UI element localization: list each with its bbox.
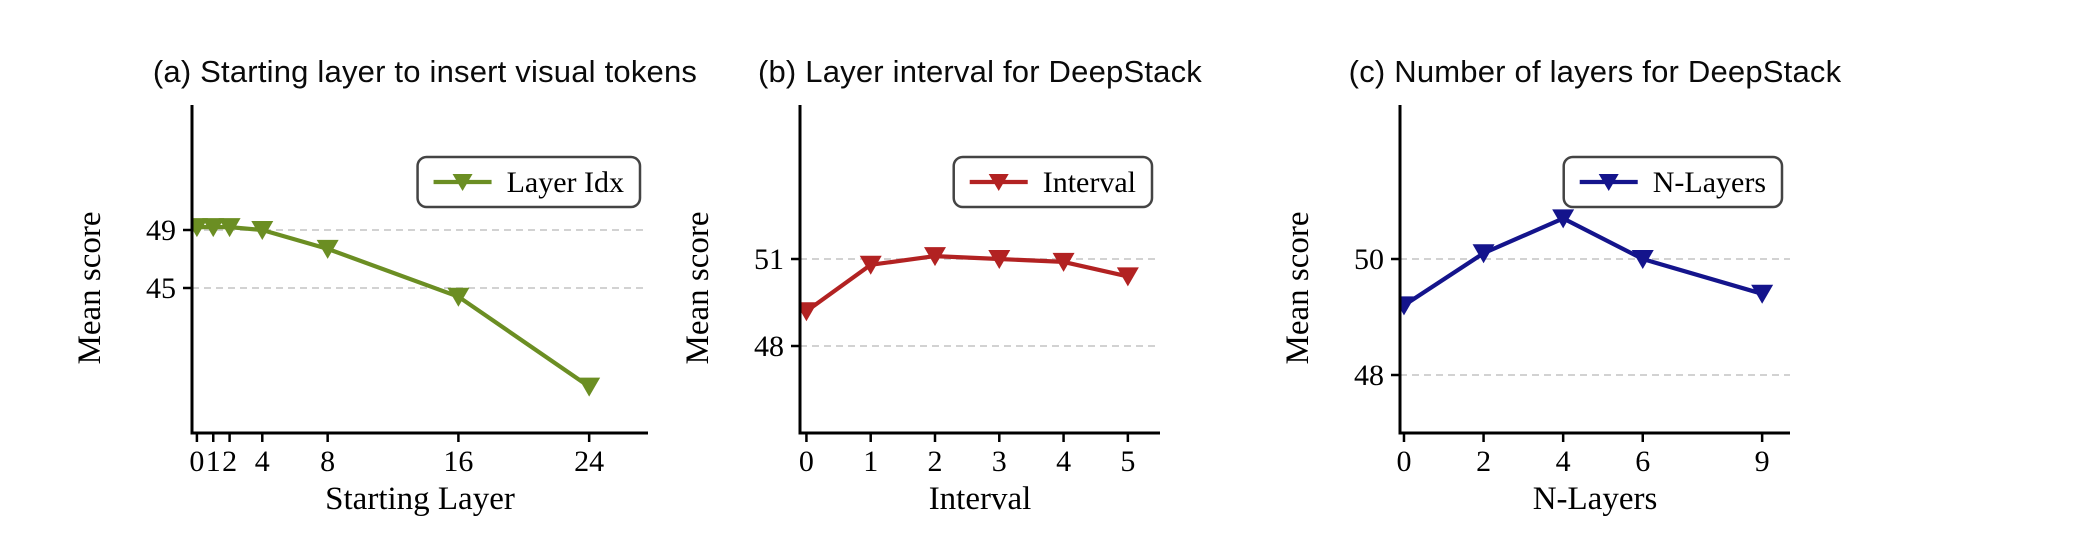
data-point-marker [859, 255, 882, 275]
x-tick-label: 1 [863, 445, 878, 478]
data-line [804, 254, 1130, 314]
y-tick-label: 45 [146, 272, 176, 305]
data-point-marker [251, 221, 274, 240]
x-tick-label: 6 [1635, 445, 1650, 478]
x-tick-label: 4 [255, 445, 270, 478]
x-tick-label: 2 [222, 445, 237, 478]
legend-a: Layer Idx [416, 155, 642, 209]
chart-c: 50 48 0 2 4 6 9 N-Layers Mean score N-Layers [1280, 105, 1790, 517]
y-tick-label: 48 [754, 330, 784, 363]
x-tick-label: 2 [1476, 445, 1491, 478]
data-point-marker [316, 239, 339, 259]
x-tick-label: 0 [799, 445, 814, 478]
legend-b: Interval [952, 155, 1154, 209]
y-tick-label: 49 [146, 214, 176, 247]
x-tick-label: 2 [928, 445, 943, 478]
x-tick-label: 16 [443, 445, 473, 478]
legend-marker [1598, 174, 1619, 191]
data-line [194, 225, 592, 389]
legend-c: N-Layers [1562, 155, 1784, 209]
legend-label: Layer Idx [507, 166, 624, 199]
legend-label: Interval [1043, 166, 1136, 199]
x-axis-label: Interval [929, 481, 1032, 517]
x-tick-label: 9 [1755, 445, 1770, 478]
data-point-marker [988, 250, 1011, 269]
data-point-marker [1472, 244, 1495, 264]
data-point-marker [1751, 284, 1774, 304]
data-point-marker [924, 247, 946, 267]
y-tick-label: 51 [754, 243, 784, 276]
legend-box [952, 155, 1154, 209]
y-axis-label: Mean score [680, 211, 716, 364]
x-tick-label: 0 [189, 445, 204, 478]
legend-label: N-Layers [1653, 166, 1766, 199]
data-point-marker [1552, 209, 1575, 229]
data-point-marker [202, 218, 225, 238]
data-point-marker [192, 218, 208, 238]
legend-marker [988, 174, 1009, 191]
chart-a-title: (a) Starting layer to insert visual toke… [152, 54, 698, 89]
data-point-marker [447, 287, 470, 307]
data-point-marker [218, 218, 241, 238]
data-point-marker [1400, 296, 1415, 316]
x-tick-label: 3 [992, 445, 1007, 478]
y-tick-label: 48 [1354, 359, 1384, 392]
x-tick-label: 0 [1396, 445, 1411, 478]
legend-box [416, 155, 642, 209]
y-axis-label: Mean score [1280, 211, 1316, 364]
chart-b-title: (b) Layer interval for DeepStack [757, 54, 1203, 89]
data-point-marker [1052, 252, 1075, 272]
y-tick-label: 50 [1354, 243, 1384, 276]
data-point-marker [578, 377, 601, 397]
x-tick-label: 8 [320, 445, 335, 478]
data-point-marker [1631, 250, 1654, 269]
y-axis-label: Mean score [72, 211, 108, 364]
x-tick-label: 1 [206, 445, 221, 478]
x-axis-label: Starting Layer [325, 481, 515, 517]
x-tick-label: 24 [574, 445, 604, 478]
legend-marker [452, 174, 473, 191]
x-tick-label: 4 [1056, 445, 1071, 478]
data-line [1401, 216, 1765, 308]
x-tick-label: 4 [1556, 445, 1571, 478]
legend-box [1562, 155, 1784, 209]
x-axis-label: N-Layers [1533, 481, 1658, 517]
data-point-marker [1116, 267, 1139, 287]
chart-c-title: (c) Number of layers for DeepStack [1348, 54, 1842, 89]
series-n-layers [1400, 209, 1774, 316]
x-tick-label: 5 [1120, 445, 1135, 478]
series-interval [800, 247, 1139, 322]
chart-b: 51 48 0 1 2 3 4 5 Interval Mean score Interval [680, 105, 1160, 517]
series-layer-idx [192, 218, 601, 397]
data-point-marker [800, 302, 818, 322]
